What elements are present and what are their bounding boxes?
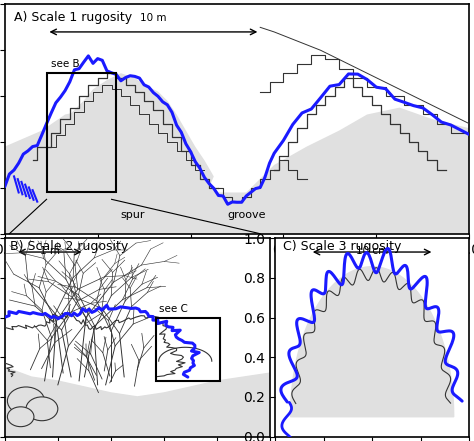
- Polygon shape: [5, 108, 469, 234]
- Text: 1 m: 1 m: [40, 246, 60, 256]
- Polygon shape: [5, 367, 270, 437]
- Text: groove: groove: [227, 210, 265, 220]
- Text: B) Scale 2 rugosity: B) Scale 2 rugosity: [10, 240, 128, 253]
- Circle shape: [8, 407, 34, 427]
- Text: see B: see B: [51, 59, 80, 69]
- Text: see C: see C: [159, 303, 188, 314]
- Circle shape: [8, 387, 45, 415]
- Polygon shape: [33, 73, 214, 202]
- Bar: [156, 318, 220, 381]
- Text: A) Scale 1 rugosity: A) Scale 1 rugosity: [14, 11, 132, 24]
- Text: 10 cm: 10 cm: [356, 246, 388, 256]
- Text: C) Scale 3 rugosity: C) Scale 3 rugosity: [283, 240, 401, 253]
- Text: spur: spur: [120, 210, 145, 220]
- Bar: [46, 73, 116, 192]
- Polygon shape: [291, 267, 454, 417]
- Circle shape: [26, 397, 58, 421]
- Text: 10 m: 10 m: [140, 13, 167, 23]
